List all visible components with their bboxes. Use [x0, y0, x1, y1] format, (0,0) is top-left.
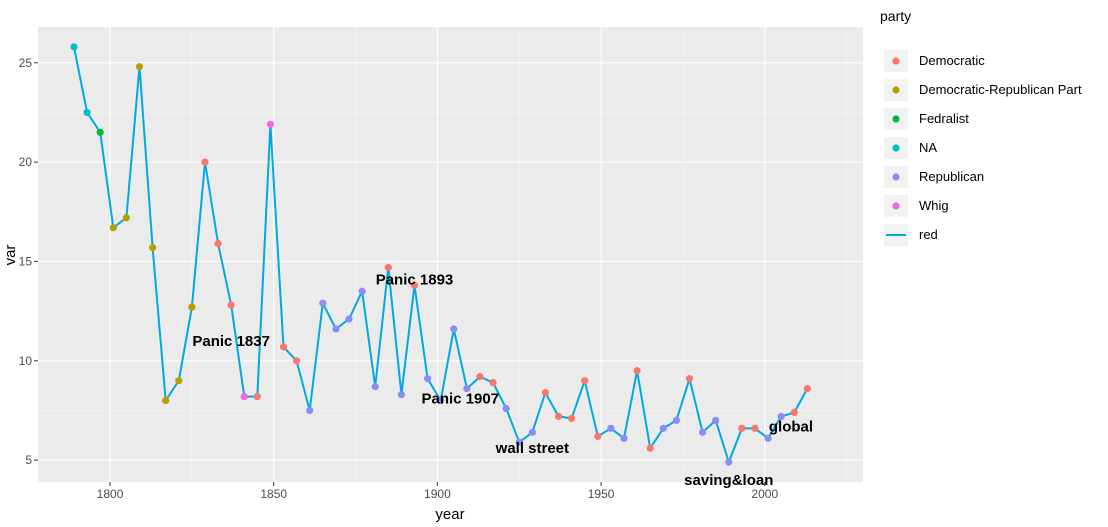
minor-gridlines: [38, 27, 863, 482]
data-point: [725, 458, 733, 466]
legend-label: Democratic: [919, 53, 985, 68]
data-point: [70, 43, 78, 51]
data-point: [397, 390, 405, 399]
data-point: [803, 385, 811, 393]
data-point: [685, 375, 694, 383]
y-tick-label: 20: [19, 155, 33, 169]
annotation-label: wall street: [495, 440, 569, 457]
data-point: [450, 325, 458, 333]
legend-title: party: [880, 8, 911, 24]
data-point: [410, 281, 419, 289]
data-point: [83, 108, 91, 117]
y-axis-title: var: [2, 245, 19, 266]
data-point: [266, 120, 275, 128]
y-tick-label: 5: [25, 453, 32, 467]
x-tick-label: 1950: [588, 487, 615, 501]
data-point: [476, 373, 484, 381]
legend-label: Democratic-Republican Part: [919, 82, 1082, 97]
data-point: [738, 424, 746, 432]
data-point: [358, 287, 366, 295]
data-point: [607, 424, 615, 432]
legend-marker: [892, 57, 900, 65]
data-point: [777, 412, 785, 421]
data-point: [384, 263, 392, 272]
x-tick-label: 1900: [424, 487, 451, 501]
data-point: [293, 357, 301, 365]
data-point: [554, 412, 563, 421]
x-tick-label: 1800: [97, 487, 124, 501]
data-point: [528, 428, 536, 436]
data-point: [633, 367, 641, 375]
data-point: [319, 299, 327, 307]
x-tick-label: 2000: [751, 487, 778, 501]
data-point: [122, 214, 130, 222]
data-point: [201, 158, 209, 166]
data-point: [332, 325, 340, 333]
data-point: [751, 424, 759, 432]
data-points: [70, 43, 811, 466]
legend-label: Whig: [919, 198, 949, 213]
legend: party Democratic Democratic-Republican Pa…: [880, 8, 1082, 246]
legend-label: red: [919, 227, 938, 242]
annotation-label: saving&loan: [684, 472, 773, 489]
annotation-label: Panic 1907: [422, 391, 500, 408]
data-point: [541, 388, 550, 397]
data-point: [371, 383, 379, 391]
data-point: [620, 434, 628, 442]
annotation-label: Panic 1837: [192, 333, 270, 350]
data-point: [594, 432, 602, 440]
x-axis: 1800 1850 1900 1950 2000: [97, 482, 778, 501]
data-point: [581, 377, 589, 385]
data-point: [437, 396, 445, 405]
legend-label: Republican: [919, 169, 984, 184]
data-point: [306, 406, 314, 415]
data-point: [790, 408, 798, 417]
data-point: [515, 438, 523, 446]
plot-panel: [38, 27, 863, 482]
legend-marker: [892, 202, 900, 210]
data-point: [502, 404, 510, 413]
data-point: [345, 315, 353, 323]
data-point: [148, 243, 157, 252]
legend-marker: [892, 115, 900, 123]
data-point: [672, 416, 680, 425]
data-point: [646, 444, 654, 452]
y-tick-label: 25: [19, 56, 33, 70]
data-point: [253, 392, 261, 401]
x-axis-title: year: [435, 506, 464, 522]
legend-label: NA: [919, 140, 937, 155]
legend-label: Fedralist: [919, 111, 969, 126]
y-tick-label: 15: [19, 254, 33, 268]
data-point: [279, 343, 288, 351]
data-point: [764, 434, 772, 442]
data-point: [489, 379, 497, 387]
data-point: [135, 63, 144, 71]
legend-marker: [892, 86, 900, 94]
major-gridlines: [38, 27, 863, 482]
data-point: [698, 428, 707, 436]
data-point: [659, 424, 667, 432]
legend-marker: [892, 173, 900, 181]
data-point: [463, 385, 471, 393]
data-point: [712, 416, 720, 425]
data-point: [162, 396, 170, 405]
y-axis: 5 10 15 20 25: [19, 56, 38, 467]
data-point: [214, 239, 222, 248]
x-tick-label: 1850: [260, 487, 287, 501]
data-point: [188, 303, 196, 311]
data-point: [227, 301, 235, 309]
annotations: Panic 1837 Panic 1893 Panic 1907 wall stree…: [192, 271, 813, 489]
legend-marker: [892, 144, 900, 152]
data-point: [568, 414, 576, 423]
data-point: [240, 392, 248, 401]
y-tick-label: 10: [19, 354, 33, 368]
annotation-label: Panic 1893: [376, 271, 454, 288]
data-point: [109, 224, 117, 232]
annotation-label: global: [769, 418, 813, 435]
data-point: [96, 128, 104, 136]
data-point: [175, 377, 183, 385]
data-point: [423, 375, 432, 383]
